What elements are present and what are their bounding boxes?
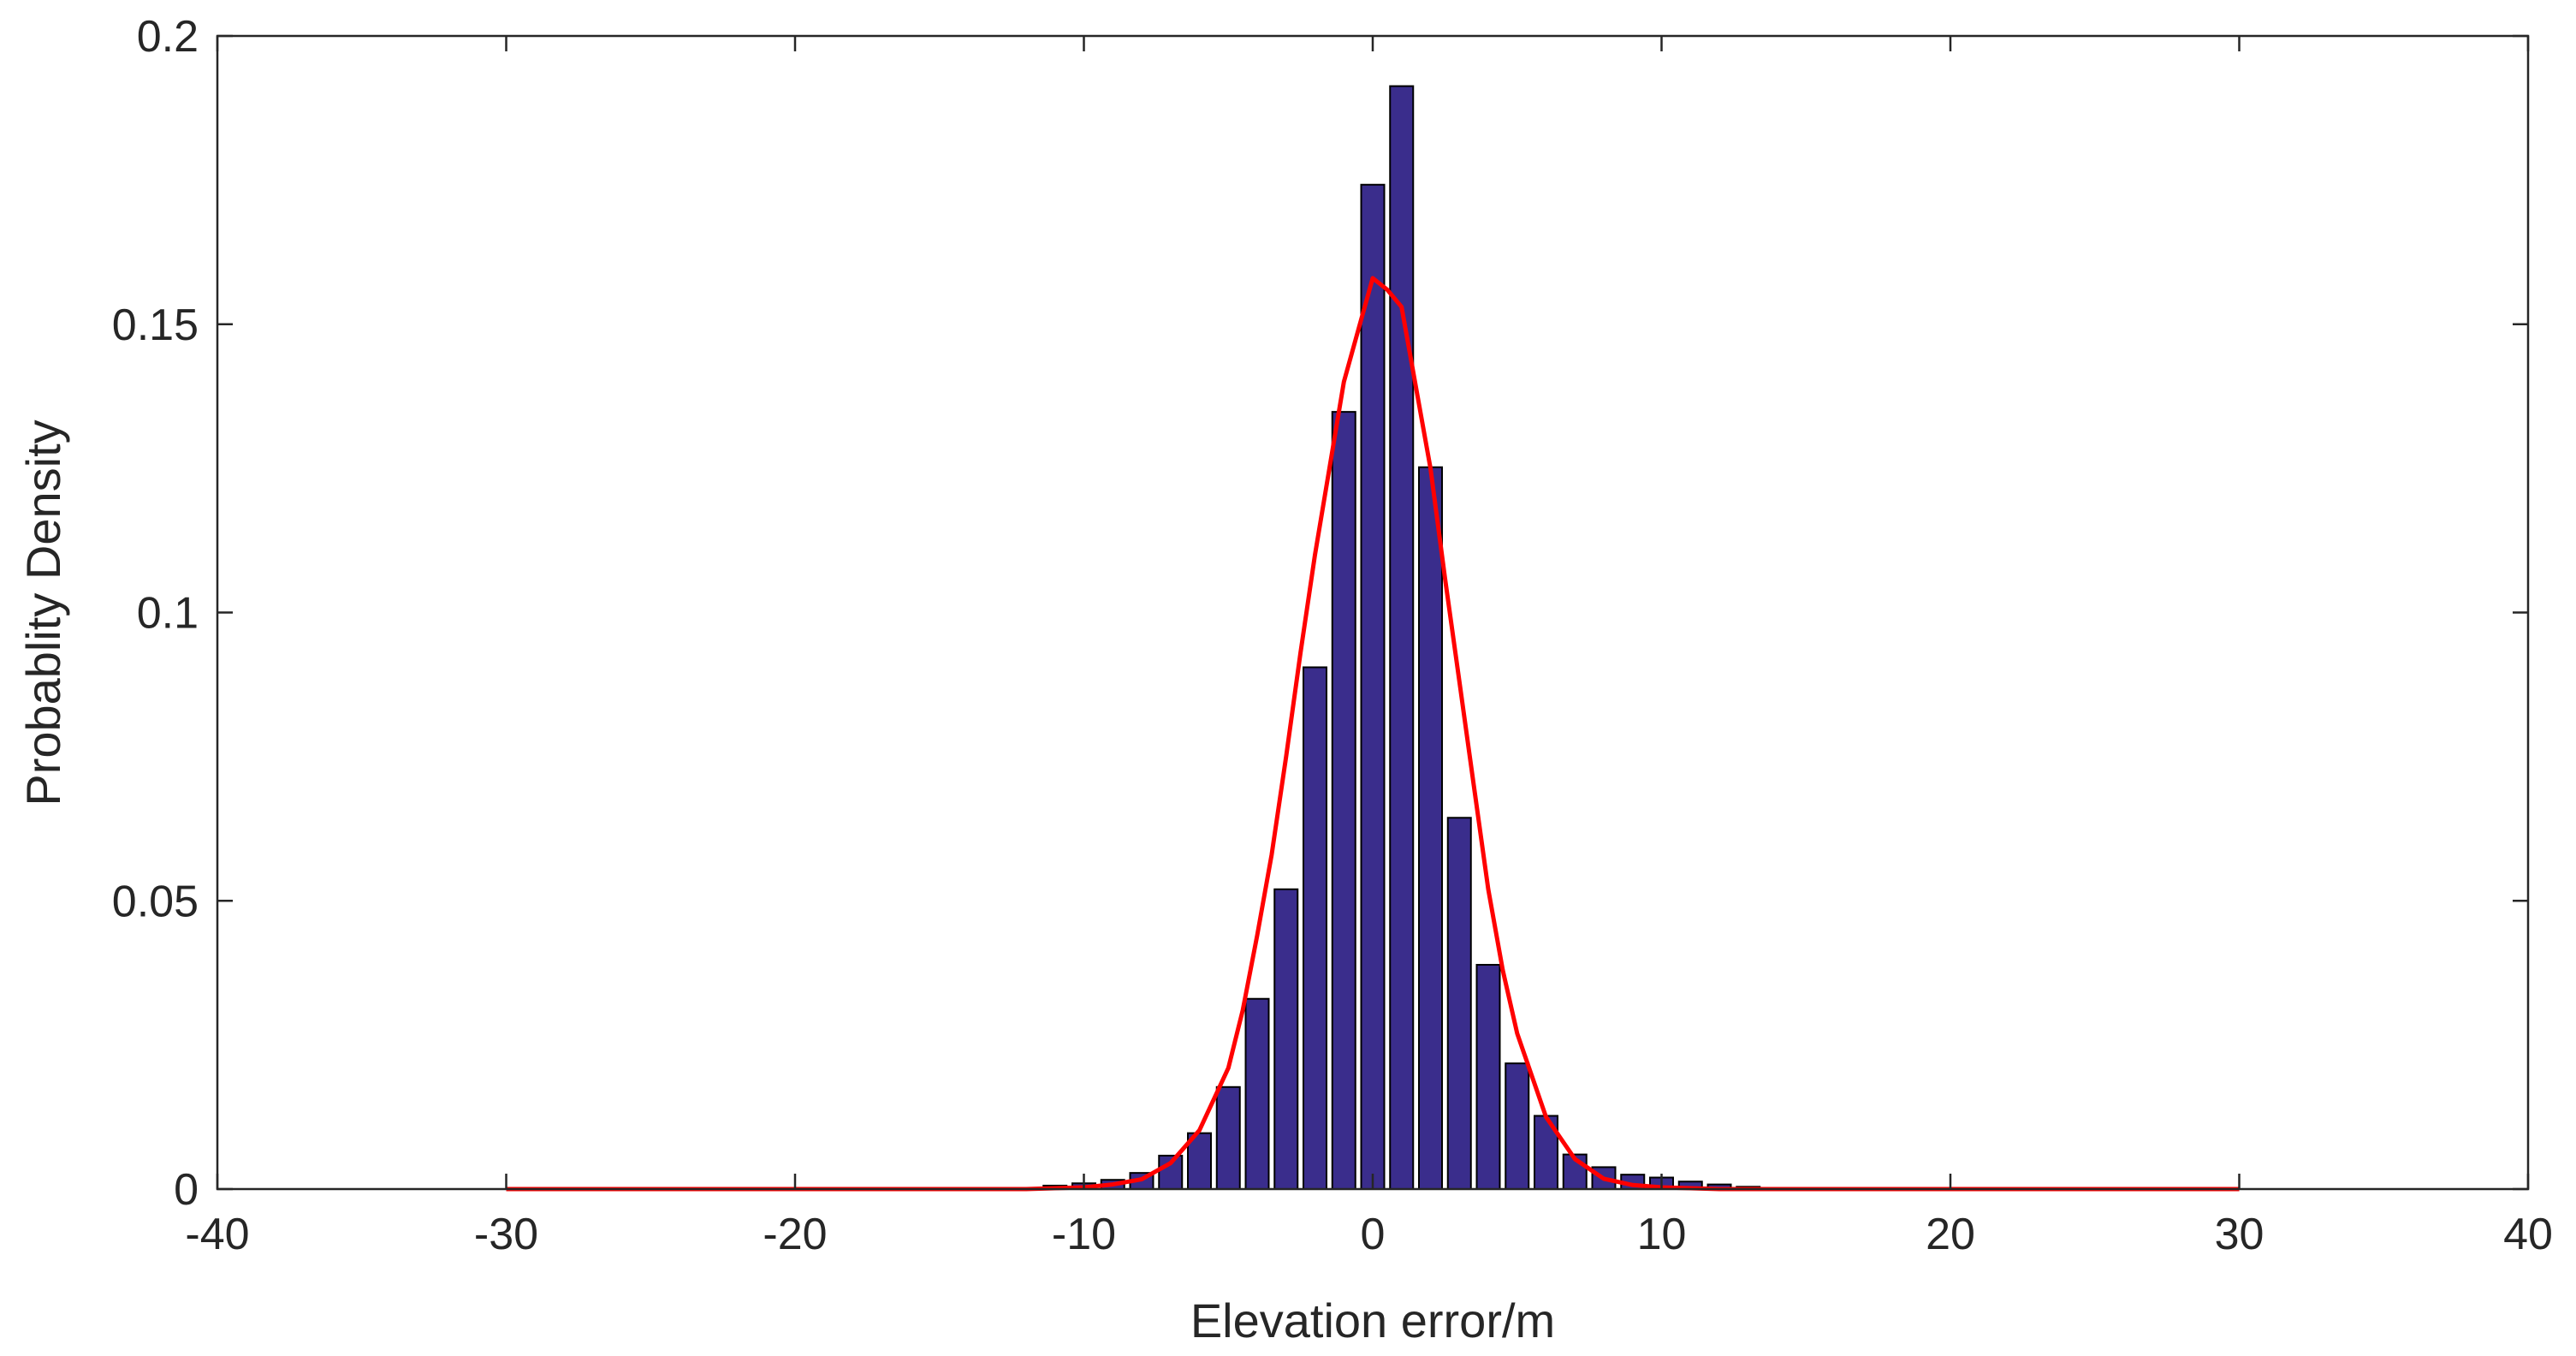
x-tick-label: -20 xyxy=(763,1210,827,1259)
histogram-bar xyxy=(1331,411,1356,1190)
y-tick-label: 0.15 xyxy=(112,300,199,350)
x-tick-label: -40 xyxy=(185,1210,249,1259)
x-tick-label: 10 xyxy=(1637,1210,1687,1259)
histogram-bar xyxy=(1303,666,1327,1190)
y-axis-ticks: 0 0.05 0.1 0.15 0.2 xyxy=(112,12,2528,1215)
histogram-bar xyxy=(1505,1062,1530,1190)
histogram-bar xyxy=(1360,183,1386,1191)
histogram-bar xyxy=(1418,466,1443,1190)
y-tick-label: 0 xyxy=(174,1165,199,1215)
x-tick-label: 0 xyxy=(1361,1210,1386,1259)
x-axis-label: Elevation error/m xyxy=(1190,1294,1555,1347)
histogram-bar xyxy=(1244,997,1270,1190)
x-tick-label: 40 xyxy=(2503,1210,2553,1259)
fit-curve-line xyxy=(506,276,2240,1192)
y-tick-label: 0.1 xyxy=(137,589,199,639)
y-tick-label: 0.2 xyxy=(137,12,199,62)
histogram-bars xyxy=(1013,85,1819,1191)
x-tick-label: 20 xyxy=(1926,1210,1975,1259)
x-tick-label: 30 xyxy=(2215,1210,2264,1259)
y-axis-label: Probablity Density xyxy=(16,419,70,806)
x-tick-label: -30 xyxy=(474,1210,538,1259)
x-axis-ticks: -40 -30 -20 -10 0 10 20 30 40 xyxy=(185,36,2553,1259)
histogram-bar xyxy=(1389,85,1415,1191)
x-tick-label: -10 xyxy=(1052,1210,1116,1259)
histogram-bar xyxy=(1475,964,1501,1191)
histogram-bar xyxy=(1273,888,1299,1191)
histogram-bar xyxy=(1446,817,1472,1190)
y-tick-label: 0.05 xyxy=(112,877,199,926)
histogram-bar xyxy=(1215,1085,1241,1191)
